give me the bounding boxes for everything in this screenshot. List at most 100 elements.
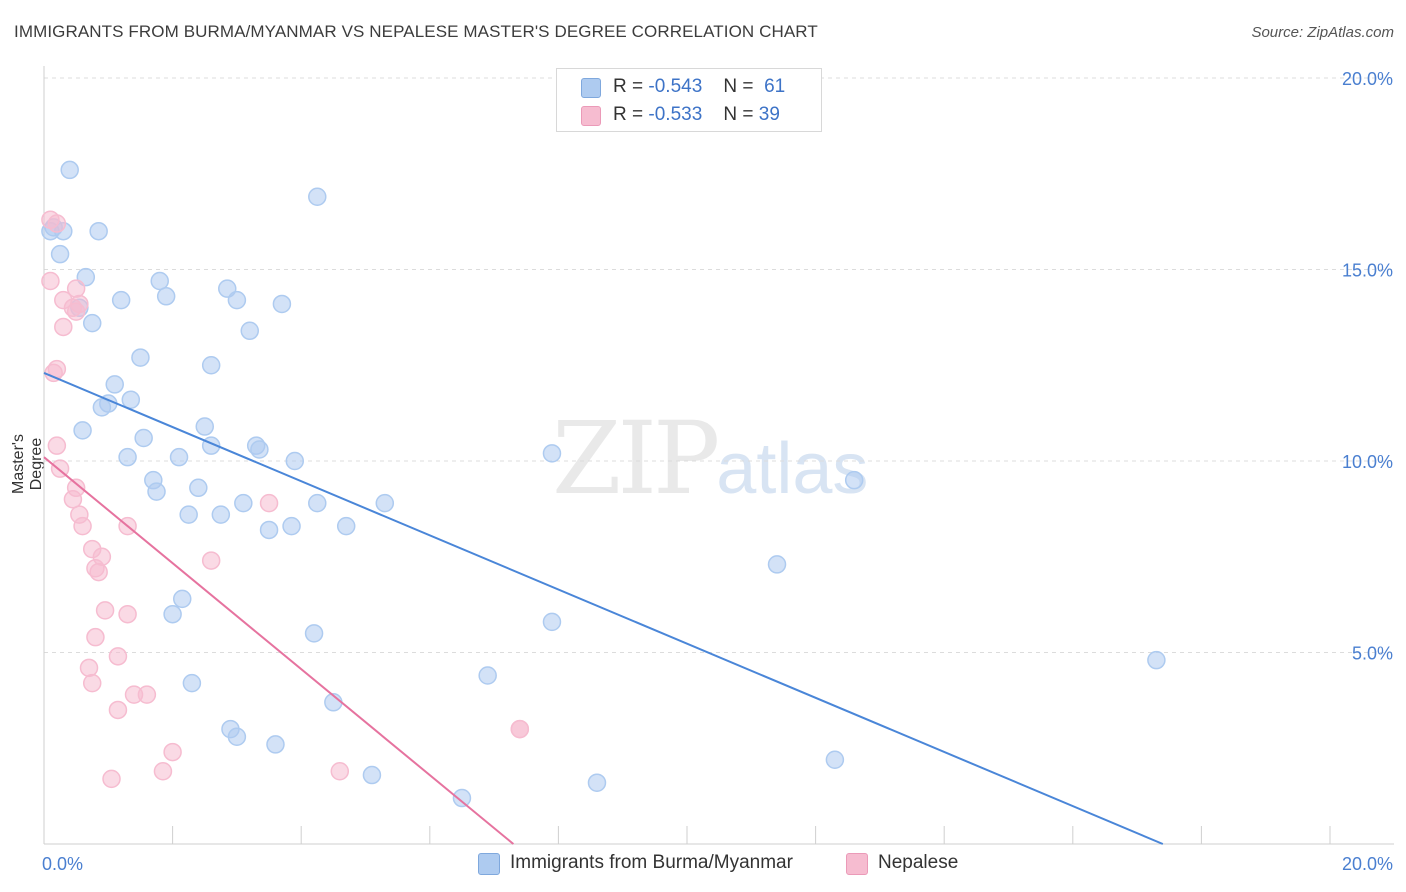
legend-label-burma: Immigrants from Burma/Myanmar <box>510 852 793 873</box>
burma-point <box>234 493 253 513</box>
nepalese-point <box>82 673 102 693</box>
legend-n-value: 61 <box>764 76 786 97</box>
burma-point <box>259 520 279 540</box>
burma-point <box>542 444 562 463</box>
nepalese-point <box>108 647 128 666</box>
burma-point <box>478 666 497 685</box>
burma-point <box>304 624 324 643</box>
legend-r-value: -0.543 <box>648 76 703 97</box>
source-label: Source: ZipAtlas.com <box>1251 24 1394 41</box>
burma-point <box>211 505 231 524</box>
burma-point <box>767 555 787 574</box>
nepalese-point <box>102 769 121 789</box>
burma-point <box>227 727 247 747</box>
burma-point <box>195 417 214 436</box>
legend-r-label: R = <box>613 104 644 125</box>
nepalese-point <box>137 685 157 704</box>
y-tick-label: 20.0% <box>1342 69 1393 89</box>
legend-swatch-nepalese <box>846 853 868 875</box>
legend-r-value: -0.533 <box>648 104 703 125</box>
nepalese-point <box>201 551 221 570</box>
burma-point <box>163 604 182 624</box>
nepalese-point <box>259 493 279 513</box>
burma-point <box>179 505 198 524</box>
burma-point <box>285 451 305 471</box>
legend-swatch-burma <box>478 853 500 875</box>
burma-point <box>308 187 327 206</box>
burma-trend-line <box>43 371 1164 845</box>
legend-n-label: N = <box>723 104 754 125</box>
burma-point <box>308 493 327 513</box>
y-tick-label: 15.0% <box>1342 261 1393 281</box>
burma-point <box>375 493 395 513</box>
burma-point <box>282 516 301 536</box>
burma-point <box>105 375 124 394</box>
burma-point <box>92 398 112 417</box>
nepalese-point <box>108 700 128 720</box>
burma-point <box>201 356 221 375</box>
burma-point <box>182 673 202 693</box>
burma-point <box>336 516 356 536</box>
burma-point <box>111 290 131 310</box>
burma-point <box>825 750 845 769</box>
stats-legend: R = -0.543 N = 61 R = -0.533 N = 39 <box>556 68 822 132</box>
burma-point <box>266 735 285 754</box>
burma-point <box>121 390 141 409</box>
nepalese-point <box>95 601 115 620</box>
burma-point <box>272 294 292 314</box>
nepalese-point <box>47 214 67 233</box>
nepalese-point <box>66 478 86 498</box>
burma-point <box>50 244 70 264</box>
burma-point <box>73 421 92 440</box>
nepalese-point <box>89 562 108 582</box>
nepalese-point <box>66 279 86 298</box>
burma-point <box>147 482 166 501</box>
nepalese-point <box>510 719 530 739</box>
burma-point <box>60 160 79 180</box>
y-tick-label: 5.0% <box>1352 644 1393 664</box>
legend-n-value: 39 <box>758 104 780 125</box>
burma-point <box>227 290 247 310</box>
burma-point <box>82 313 102 333</box>
nepalese-point <box>118 604 137 624</box>
burma-point <box>240 321 260 341</box>
nepalese-point <box>54 317 73 337</box>
burma-point <box>844 470 864 490</box>
burma-point <box>134 428 153 448</box>
nepalese-trend-line <box>43 456 515 845</box>
burma-point <box>452 788 472 808</box>
nepalese-point <box>153 761 173 781</box>
burma-point <box>118 447 137 467</box>
nepalese-point <box>47 436 67 455</box>
x-tick-label: 0.0% <box>42 854 83 874</box>
legend-n-label: N = <box>723 76 754 97</box>
nepalese-point <box>41 271 60 291</box>
burma-point <box>1147 650 1166 670</box>
legend-swatch-nepalese <box>581 106 601 126</box>
burma-point <box>156 287 176 306</box>
legend-label-nepalese: Nepalese <box>878 852 959 873</box>
y-tick-label: 10.0% <box>1342 452 1393 472</box>
burma-point <box>362 765 382 785</box>
chart-title: IMMIGRANTS FROM BURMA/MYANMAR VS NEPALES… <box>14 22 818 41</box>
burma-point <box>587 773 607 792</box>
nepalese-point <box>86 627 105 647</box>
burma-point <box>250 440 269 459</box>
nepalese-point <box>79 658 99 678</box>
legend-r-label: R = <box>613 76 644 97</box>
nepalese-point <box>163 742 182 762</box>
burma-point <box>89 221 108 241</box>
nepalese-point <box>330 761 350 781</box>
watermark: ZIPatlas <box>552 400 868 517</box>
burma-point <box>189 478 208 498</box>
series-legend: Immigrants from Burma/Myanmar Nepalese <box>0 852 1406 878</box>
x-tick-label: 20.0% <box>1342 854 1393 874</box>
burma-point <box>542 612 562 632</box>
burma-point <box>150 271 169 291</box>
burma-point <box>131 348 150 367</box>
burma-point <box>172 589 192 609</box>
watermark-atlas: atlas <box>716 429 869 509</box>
burma-point <box>169 447 189 467</box>
nepalese-point <box>63 298 83 318</box>
